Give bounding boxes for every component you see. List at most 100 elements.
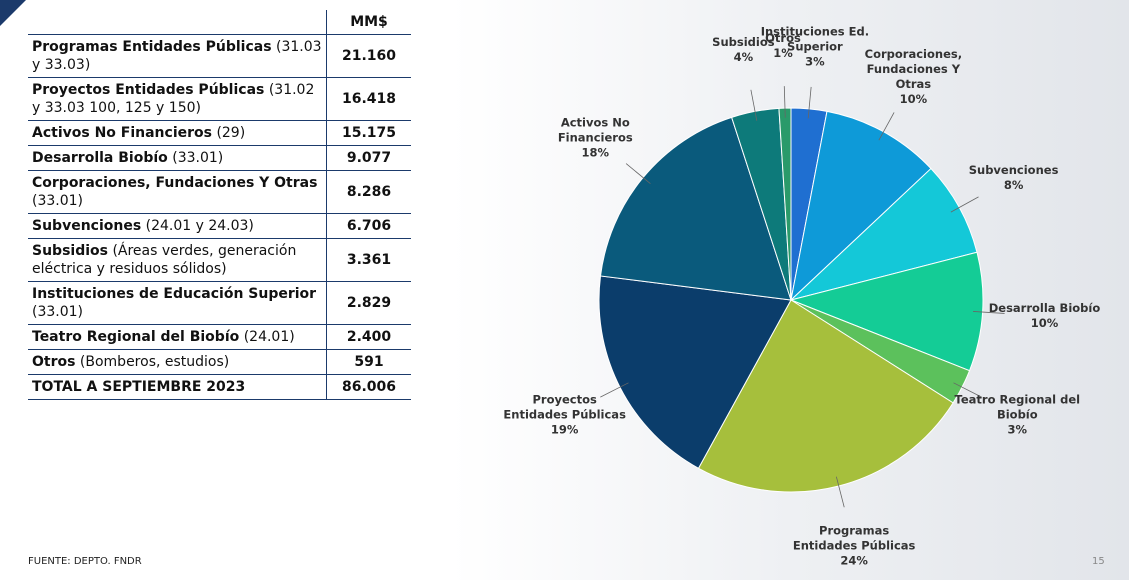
leader-line bbox=[625, 163, 651, 185]
row-value: 6.706 bbox=[326, 213, 411, 239]
label-main: Instituciones de Educación Superior bbox=[32, 286, 317, 302]
row-label: Subsidios (Áreas verdes, generación eléc… bbox=[28, 238, 327, 282]
slice-percent: 18% bbox=[581, 145, 610, 160]
row-label: Teatro Regional del Biobío (24.01) bbox=[28, 324, 327, 350]
table-row: Otros (Bomberos, estudios) 591 bbox=[28, 349, 411, 375]
label-main: Activos No Financieros bbox=[32, 125, 212, 141]
table-row: Subsidios (Áreas verdes, generación eléc… bbox=[28, 238, 411, 282]
row-value: 2.829 bbox=[326, 281, 411, 325]
slice-name: Teatro Regional del Biobío bbox=[954, 392, 1081, 422]
leader-line bbox=[750, 89, 758, 121]
label-detail: (Bomberos, estudios) bbox=[79, 354, 230, 370]
budget-table: MM$ Programas Entidades Públicas (31.03 … bbox=[28, 10, 411, 400]
header-empty bbox=[28, 10, 327, 35]
slice-label: Subsidios 4% bbox=[678, 35, 808, 65]
slice-label: Proyectos Entidades Públicas 19% bbox=[500, 393, 630, 438]
slice-percent: 10% bbox=[1030, 315, 1059, 330]
row-label: Corporaciones, Fundaciones Y Otras (33.0… bbox=[28, 170, 327, 214]
slice-percent: 3% bbox=[805, 54, 825, 69]
row-value: 15.175 bbox=[326, 120, 411, 146]
table-row: Activos No Financieros (29) 15.175 bbox=[28, 120, 411, 146]
slice-name: Otros bbox=[765, 31, 801, 46]
slice-percent: 4% bbox=[733, 50, 754, 65]
label-detail: (33.01) bbox=[32, 304, 84, 320]
row-value: 3.361 bbox=[326, 238, 411, 282]
slice-label: Instituciones Ed. Superior 3% bbox=[750, 25, 880, 70]
label-main: Subvenciones bbox=[32, 218, 142, 234]
label-detail: (31.02 y 33.03 100, 125 y 150) bbox=[32, 82, 315, 116]
slice-label: Otros 1% bbox=[718, 31, 848, 61]
slice-name: Programas Entidades Públicas bbox=[792, 523, 916, 553]
label-detail: (24.01) bbox=[243, 329, 295, 345]
leader-line bbox=[783, 86, 786, 118]
label-main: Teatro Regional del Biobío bbox=[32, 329, 240, 345]
slice-label: Corporaciones, Fundaciones Y Otras 10% bbox=[848, 47, 978, 107]
table-row: Subvenciones (24.01 y 24.03) 6.706 bbox=[28, 213, 411, 239]
header-row: MM$ bbox=[28, 10, 411, 35]
leader-line bbox=[835, 476, 845, 508]
corner-decoration bbox=[0, 0, 26, 26]
row-value: 2.400 bbox=[326, 324, 411, 350]
row-label: Activos No Financieros (29) bbox=[28, 120, 327, 146]
leader-line bbox=[807, 86, 812, 119]
slice-label: Desarrolla Biobío 10% bbox=[979, 301, 1109, 331]
table-row: Corporaciones, Fundaciones Y Otras (33.0… bbox=[28, 170, 411, 214]
row-value: 16.418 bbox=[326, 77, 411, 121]
row-label: Subvenciones (24.01 y 24.03) bbox=[28, 213, 327, 239]
label-main: Corporaciones, Fundaciones Y Otras bbox=[32, 175, 318, 191]
total-row: TOTAL A SEPTIEMBRE 2023 86.006 bbox=[28, 374, 411, 400]
slice-name: Instituciones Ed. Superior bbox=[760, 24, 870, 54]
table-row: Programas Entidades Públicas (31.03 y 33… bbox=[28, 34, 411, 78]
slice-percent: 24% bbox=[840, 553, 868, 568]
table-row: Teatro Regional del Biobío (24.01) 2.400 bbox=[28, 324, 411, 350]
leader-line bbox=[950, 196, 979, 213]
label-main: Programas Entidades Públicas bbox=[32, 39, 272, 55]
source: FUENTE: DEPTO. FNDR bbox=[28, 556, 142, 567]
table-row: Instituciones de Educación Superior (33.… bbox=[28, 281, 411, 325]
row-value: 8.286 bbox=[326, 170, 411, 214]
label-detail: (24.01 y 24.03) bbox=[145, 218, 254, 234]
row-label: Desarrolla Biobío (33.01) bbox=[28, 145, 327, 171]
slice-name: Subsidios bbox=[712, 35, 775, 50]
label-detail: (31.03 y 33.03) bbox=[32, 39, 322, 73]
slice-percent: 19% bbox=[550, 422, 579, 437]
row-label: TOTAL A SEPTIEMBRE 2023 bbox=[28, 374, 327, 400]
row-value: 591 bbox=[326, 349, 411, 375]
row-label: Otros (Bomberos, estudios) bbox=[28, 349, 327, 375]
slice-percent: 3% bbox=[1007, 422, 1028, 437]
label-detail: (33.01) bbox=[172, 150, 224, 166]
row-value: 9.077 bbox=[326, 145, 411, 171]
slice-label: Teatro Regional del Biobío 3% bbox=[952, 393, 1082, 438]
slice-label: Programas Entidades Públicas 24% bbox=[789, 524, 919, 569]
header-cell: MM$ bbox=[326, 10, 411, 35]
row-label: Programas Entidades Públicas (31.03 y 33… bbox=[28, 34, 327, 78]
leader-line bbox=[600, 382, 629, 398]
slice-name: Activos No Financieros bbox=[557, 115, 633, 145]
slice-name: Desarrolla Biobío bbox=[988, 300, 1101, 315]
table-row: Desarrolla Biobío (33.01) 9.077 bbox=[28, 145, 411, 171]
slice-name: Subvenciones bbox=[968, 162, 1059, 177]
row-value: 21.160 bbox=[326, 34, 411, 78]
slice-label: Activos No Financieros 18% bbox=[530, 116, 660, 161]
label-main: Subsidios bbox=[32, 243, 108, 259]
label-main: TOTAL A SEPTIEMBRE 2023 bbox=[32, 379, 246, 395]
slice-percent: 10% bbox=[899, 92, 928, 107]
label-main: Proyectos Entidades Públicas bbox=[32, 82, 265, 98]
slice-name: Proyectos Entidades Públicas bbox=[503, 392, 626, 422]
row-label: Proyectos Entidades Públicas (31.02 y 33… bbox=[28, 77, 327, 121]
label-detail: (29) bbox=[216, 125, 246, 141]
slice-percent: 1% bbox=[773, 46, 793, 61]
leader-line bbox=[953, 382, 982, 398]
table-row: Proyectos Entidades Públicas (31.02 y 33… bbox=[28, 77, 411, 121]
row-value: 86.006 bbox=[326, 374, 411, 400]
page-number: 15 bbox=[1092, 556, 1105, 567]
row-label: Instituciones de Educación Superior (33.… bbox=[28, 281, 327, 325]
leader-line bbox=[973, 311, 1005, 314]
label-detail: (33.01) bbox=[32, 193, 84, 209]
label-main: Desarrolla Biobío bbox=[32, 150, 168, 166]
slice-name: Corporaciones, Fundaciones Y Otras bbox=[864, 47, 963, 92]
slice-label: Subvenciones 8% bbox=[949, 163, 1079, 193]
leader-line bbox=[878, 112, 895, 141]
